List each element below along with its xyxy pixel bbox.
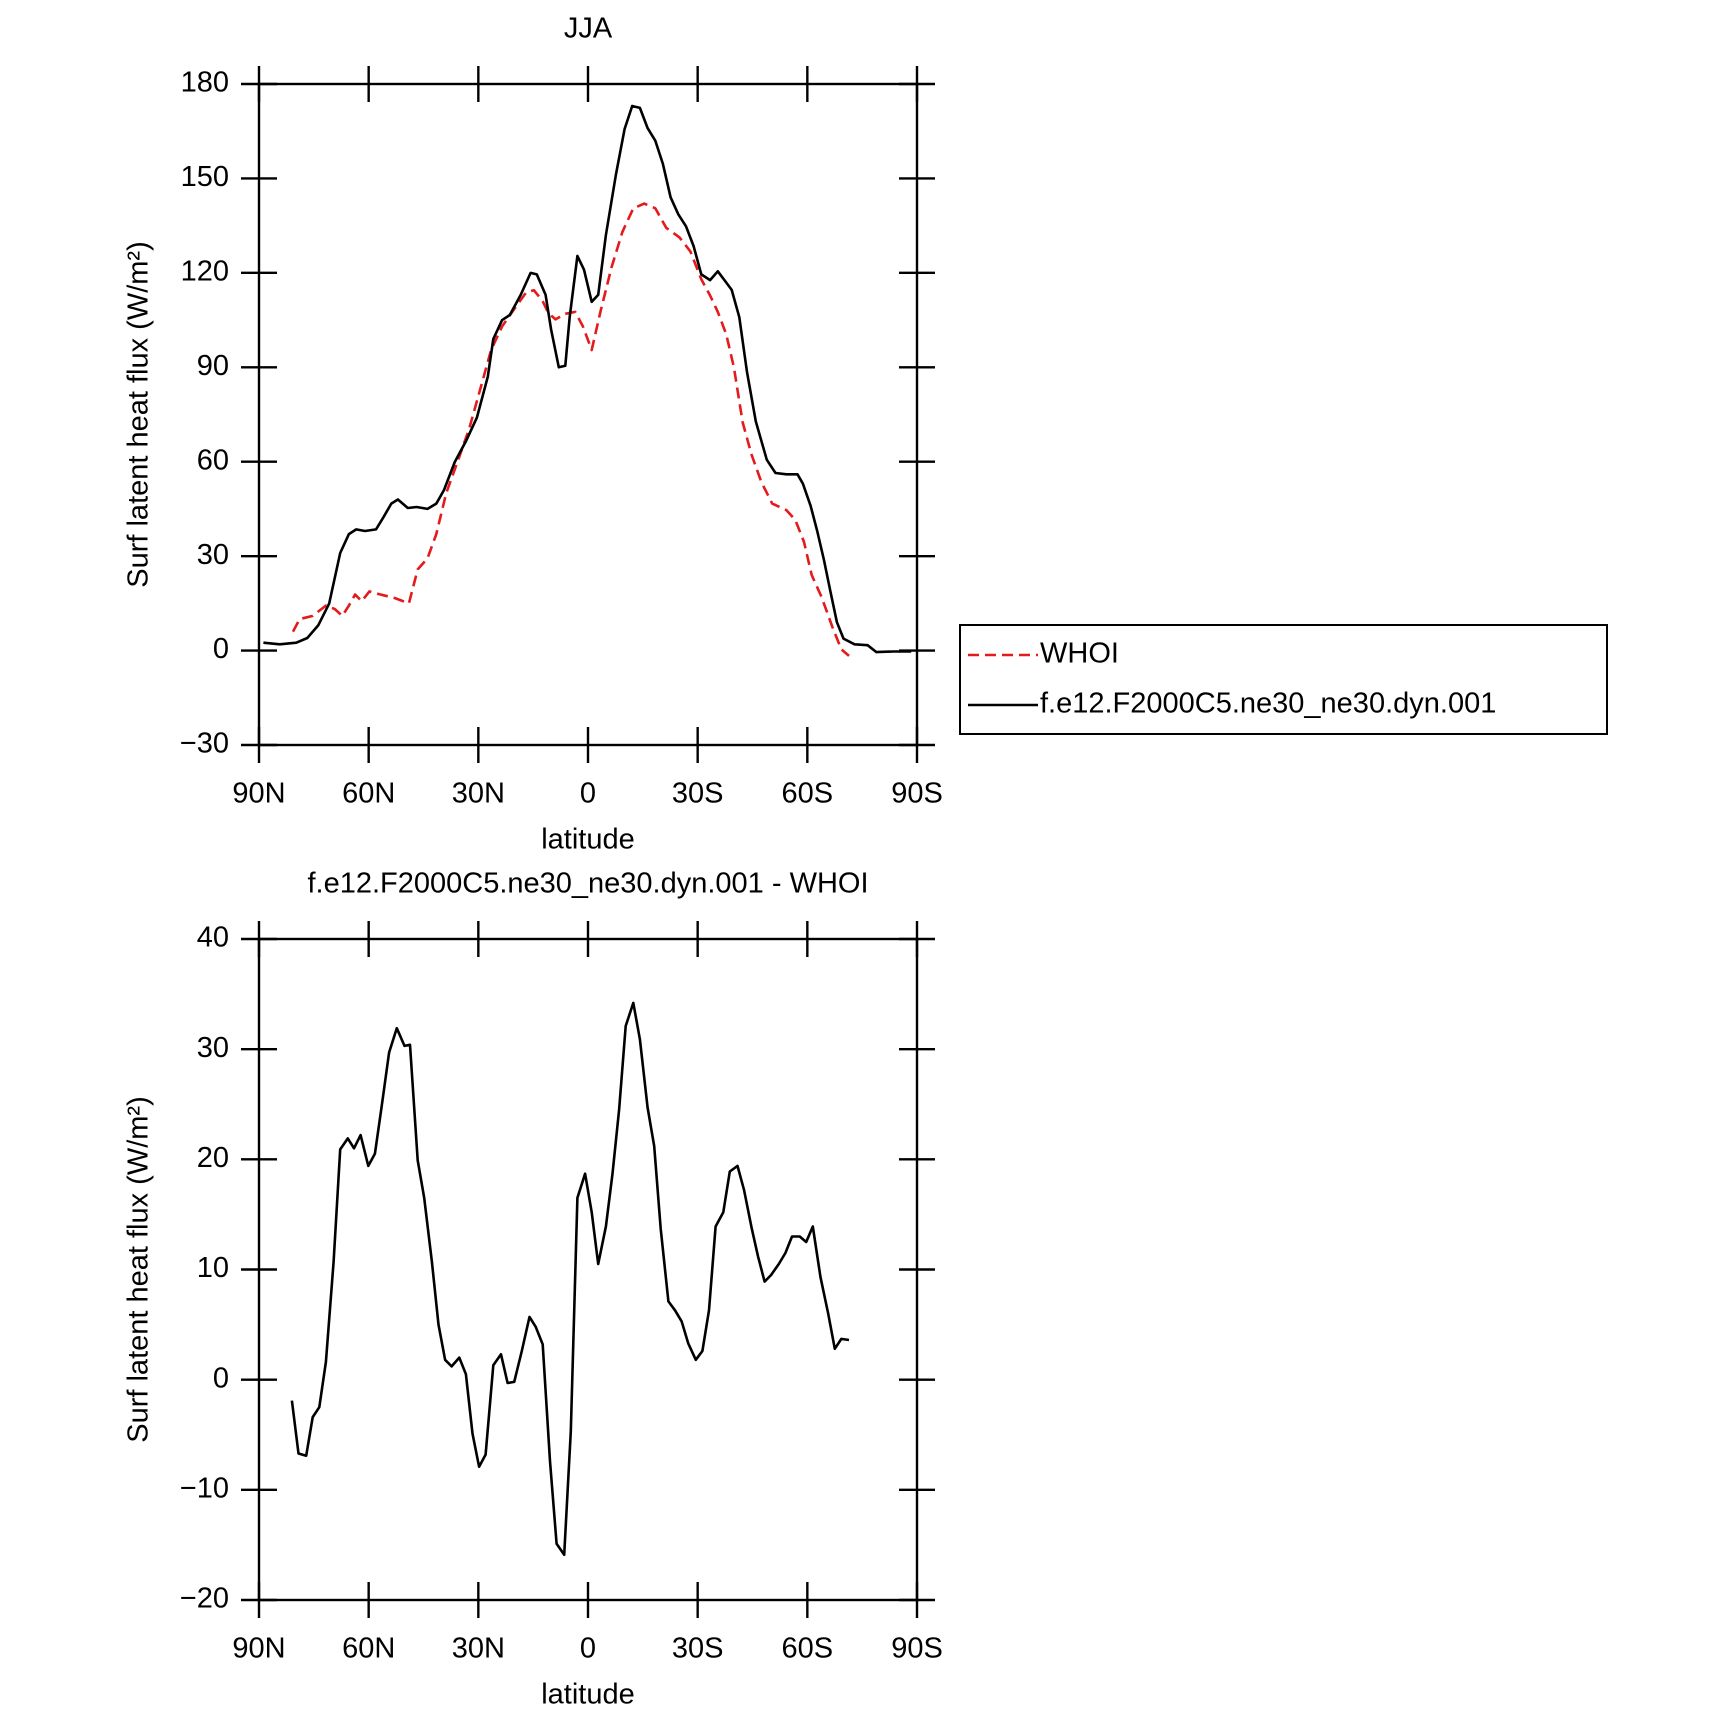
x-tick-label: 90S — [891, 1633, 943, 1665]
x-tick-label: 0 — [580, 1633, 596, 1665]
series-line — [263, 104, 912, 654]
y-axis-label: Surf latent heat flux (W/m²) — [123, 1096, 155, 1443]
y-tick-label: 150 — [181, 161, 229, 193]
x-tick-label: 30N — [452, 1633, 505, 1665]
x-tick-label: 90S — [891, 778, 943, 810]
y-tick-label: 180 — [181, 67, 229, 99]
legend-label: f.e12.F2000C5.ne30_ne30.dyn.001 — [1040, 688, 1496, 720]
x-tick-label: 90N — [232, 1633, 285, 1665]
chart-title: JJA — [564, 13, 613, 45]
x-tick-label: 60S — [782, 1633, 834, 1665]
x-tick-label: 90N — [232, 778, 285, 810]
y-tick-label: 120 — [181, 256, 229, 288]
y-tick-label: 90 — [197, 350, 229, 382]
x-tick-label: 60S — [782, 778, 834, 810]
y-axis-label: Surf latent heat flux (W/m²) — [123, 241, 155, 588]
y-tick-label: −10 — [180, 1472, 229, 1504]
y-tick-label: 60 — [197, 444, 229, 476]
x-tick-label: 30S — [672, 1633, 724, 1665]
x-axis-label: latitude — [541, 824, 635, 856]
y-tick-label: 0 — [213, 633, 229, 665]
x-tick-label: 60N — [342, 778, 395, 810]
y-tick-label: 40 — [197, 922, 229, 954]
series-line — [291, 202, 850, 657]
x-axis-label: latitude — [541, 1679, 635, 1711]
y-tick-label: −30 — [180, 728, 229, 760]
x-tick-label: 60N — [342, 1633, 395, 1665]
x-tick-label: 0 — [580, 778, 596, 810]
y-tick-label: 30 — [197, 539, 229, 571]
legend-label: WHOI — [1040, 638, 1119, 670]
series-line — [290, 1001, 850, 1557]
y-tick-label: −20 — [180, 1583, 229, 1615]
y-tick-label: 20 — [197, 1142, 229, 1174]
y-tick-label: 30 — [197, 1032, 229, 1064]
legend-box — [959, 624, 1608, 735]
x-tick-label: 30S — [672, 778, 724, 810]
y-tick-label: 10 — [197, 1252, 229, 1284]
x-tick-label: 30N — [452, 778, 505, 810]
y-tick-label: 0 — [213, 1362, 229, 1394]
chart-title: f.e12.F2000C5.ne30_ne30.dyn.001 - WHOI — [307, 868, 868, 900]
plot-frame — [257, 82, 919, 747]
